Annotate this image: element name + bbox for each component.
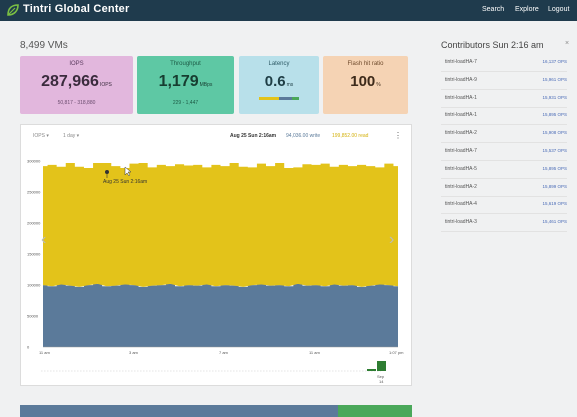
y-tick-label: 100000 bbox=[27, 283, 41, 288]
contributor-name: tintri-loadHA-7 bbox=[445, 148, 477, 154]
nav-search-link[interactable]: Search bbox=[482, 6, 505, 13]
contributor-name: tintri-loadHA-7 bbox=[445, 59, 477, 65]
contributor-value: 16,137 OPS bbox=[542, 59, 567, 64]
latency-tile[interactable]: Latency 0.6ms bbox=[239, 56, 319, 114]
iops-stacked-area-chart[interactable]: 0 50000 100000 150000 200000 250000 300000 11 … bbox=[21, 125, 413, 387]
y-tick-label: 0 bbox=[27, 345, 30, 350]
hover-marker bbox=[105, 170, 109, 178]
contributor-name: tintri-loadHA-9 bbox=[445, 76, 477, 83]
contributor-value: 15,895 OPS bbox=[542, 165, 567, 171]
contributor-row[interactable]: tintri-loadHA-9 15,961 OPS bbox=[441, 72, 567, 90]
iops-number: 287,966 bbox=[41, 73, 99, 90]
contributor-value: 15,619 OPS bbox=[542, 201, 567, 207]
y-tick-label: 200000 bbox=[27, 221, 41, 226]
latency-number: 0.6 bbox=[264, 73, 286, 90]
x-tick-label: 11 am bbox=[39, 350, 50, 355]
chart-next-arrow-icon[interactable]: › bbox=[389, 231, 395, 248]
leaf-logo-icon bbox=[7, 4, 19, 16]
bottom-bar-other bbox=[338, 405, 412, 417]
contributor-name: tintri-loadHA-3 bbox=[445, 219, 477, 226]
throughput-range: 229 - 1,447 bbox=[172, 100, 199, 106]
iops-range: 50,817 - 318,880 bbox=[57, 100, 96, 106]
iops-value: 287,966IOPS bbox=[20, 73, 133, 91]
flash-label: Flash hit ratio bbox=[347, 61, 384, 67]
legend-read: 199,852.00 read bbox=[332, 133, 369, 139]
contributor-value: 15,908 OPS bbox=[542, 130, 567, 136]
throughput-value: 1,179MBps bbox=[137, 73, 234, 91]
throughput-unit: MBps bbox=[199, 82, 213, 88]
latency-bar-segment bbox=[279, 97, 293, 100]
flash-number: 100 bbox=[350, 73, 376, 90]
throughput-tile[interactable]: Throughput 1,179MBps 229 - 1,447 bbox=[137, 56, 234, 114]
contributor-name: tintri-loadHA-2 bbox=[445, 130, 477, 137]
contributor-value: 15,961 OPS bbox=[542, 76, 567, 82]
latency-unit: ms bbox=[286, 82, 294, 88]
contributor-name: tintri-loadHA-4 bbox=[445, 201, 477, 208]
contributor-value: 15,899 OPS bbox=[542, 183, 567, 189]
contributor-value: 15,537 OPS bbox=[542, 148, 567, 153]
latency-bar-segment bbox=[292, 97, 299, 100]
mouse-cursor-icon bbox=[124, 166, 132, 177]
timeline-segment bbox=[367, 369, 376, 371]
y-tick-label: 250000 bbox=[27, 190, 41, 195]
x-tick-label: 1:07 pm bbox=[389, 350, 404, 355]
nav-explore-link[interactable]: Explore bbox=[515, 6, 539, 13]
contributors-panel: Contributors Sun 2:16 am × tintri-loadHA… bbox=[441, 38, 577, 238]
more-menu-icon[interactable]: ⋮ bbox=[394, 131, 402, 140]
contributor-value: 15,461 OPS bbox=[542, 219, 567, 225]
latency-label: Latency bbox=[268, 61, 290, 67]
contributor-row[interactable]: tintri-loadHA-2 15,899 OPS bbox=[441, 179, 567, 197]
chart-tooltip: Aug 25 Sun 2:16am bbox=[103, 179, 147, 185]
flash-hit-ratio-tile[interactable]: Flash hit ratio 100% bbox=[323, 56, 408, 114]
contributors-title: Contributors Sun 2:16 am bbox=[441, 40, 544, 50]
series-area-read[interactable] bbox=[43, 163, 398, 287]
latency-bar-segment bbox=[259, 97, 279, 100]
latency-value: 0.6ms bbox=[239, 73, 319, 90]
vm-count: 8,499 VMs bbox=[20, 40, 68, 51]
iops-unit: IOPS bbox=[99, 82, 112, 88]
top-bar: Tintri Global Center Search Explore Logo… bbox=[0, 0, 577, 21]
chart-timestamp: Aug 25 Sun 2:16am bbox=[230, 133, 277, 139]
contributor-row[interactable]: tintri-loadHA-2 15,908 OPS bbox=[441, 125, 567, 144]
contributor-name: tintri-loadHA-1 bbox=[445, 112, 477, 119]
y-tick-label: 150000 bbox=[27, 252, 41, 257]
close-icon[interactable]: × bbox=[565, 40, 570, 47]
chart-prev-arrow-icon[interactable]: ‹ bbox=[41, 231, 47, 248]
performance-chart-card: IOPS ▾ 1 day ▾ Aug 25 Sun 2:16am 94,036.… bbox=[20, 124, 412, 386]
contributor-row[interactable]: tintri-loadHA-5 15,895 OPS bbox=[441, 161, 567, 179]
range-selector[interactable]: 1 day ▾ bbox=[63, 133, 80, 139]
timeline-selected-day[interactable] bbox=[377, 361, 386, 371]
legend-write: 94,036.00 write bbox=[286, 133, 321, 139]
flash-unit: % bbox=[376, 82, 381, 88]
contributor-name: tintri-loadHA-5 bbox=[445, 165, 477, 172]
throughput-number: 1,179 bbox=[158, 73, 199, 90]
y-tick-label: 300000 bbox=[27, 159, 41, 164]
throughput-label: Throughput bbox=[170, 61, 201, 67]
timeline-date-label: Sep bbox=[377, 374, 385, 379]
contributor-name: tintri-loadHA-2 bbox=[445, 183, 477, 190]
contributor-row[interactable]: tintri-loadHA-1 15,895 OPS bbox=[441, 107, 567, 126]
metric-selector[interactable]: IOPS ▾ bbox=[33, 133, 49, 139]
flash-value: 100% bbox=[323, 73, 408, 90]
iops-tile[interactable]: IOPS 287,966IOPS 50,817 - 318,880 bbox=[20, 56, 133, 114]
contributor-row[interactable]: tintri-loadHA-4 15,619 OPS bbox=[441, 196, 567, 215]
bottom-bar-write bbox=[20, 405, 338, 417]
contributor-name: tintri-loadHA-1 bbox=[445, 94, 477, 101]
timeline-date-sub: 14 bbox=[379, 379, 384, 384]
contributor-value: 15,931 OPS bbox=[542, 94, 567, 100]
contributor-row[interactable]: tintri-loadHA-7 15,537 OPS bbox=[441, 143, 567, 161]
x-tick-label: 3 am bbox=[129, 350, 139, 355]
x-tick-label: 11 am bbox=[309, 350, 320, 355]
contributor-row[interactable]: tintri-loadHA-7 16,137 OPS bbox=[441, 54, 567, 72]
app-title: Tintri Global Center bbox=[23, 3, 130, 15]
y-tick-label: 50000 bbox=[27, 314, 39, 319]
x-tick-label: 7 am bbox=[219, 350, 229, 355]
contributor-row[interactable]: tintri-loadHA-3 15,461 OPS bbox=[441, 214, 567, 233]
iops-label: IOPS bbox=[69, 61, 84, 67]
latency-breakdown-bar bbox=[259, 97, 299, 100]
contributor-row[interactable]: tintri-loadHA-1 15,931 OPS bbox=[441, 90, 567, 108]
contributor-value: 15,895 OPS bbox=[542, 112, 567, 118]
nav-logout-link[interactable]: Logout bbox=[548, 6, 570, 13]
series-area-write[interactable] bbox=[43, 283, 398, 347]
